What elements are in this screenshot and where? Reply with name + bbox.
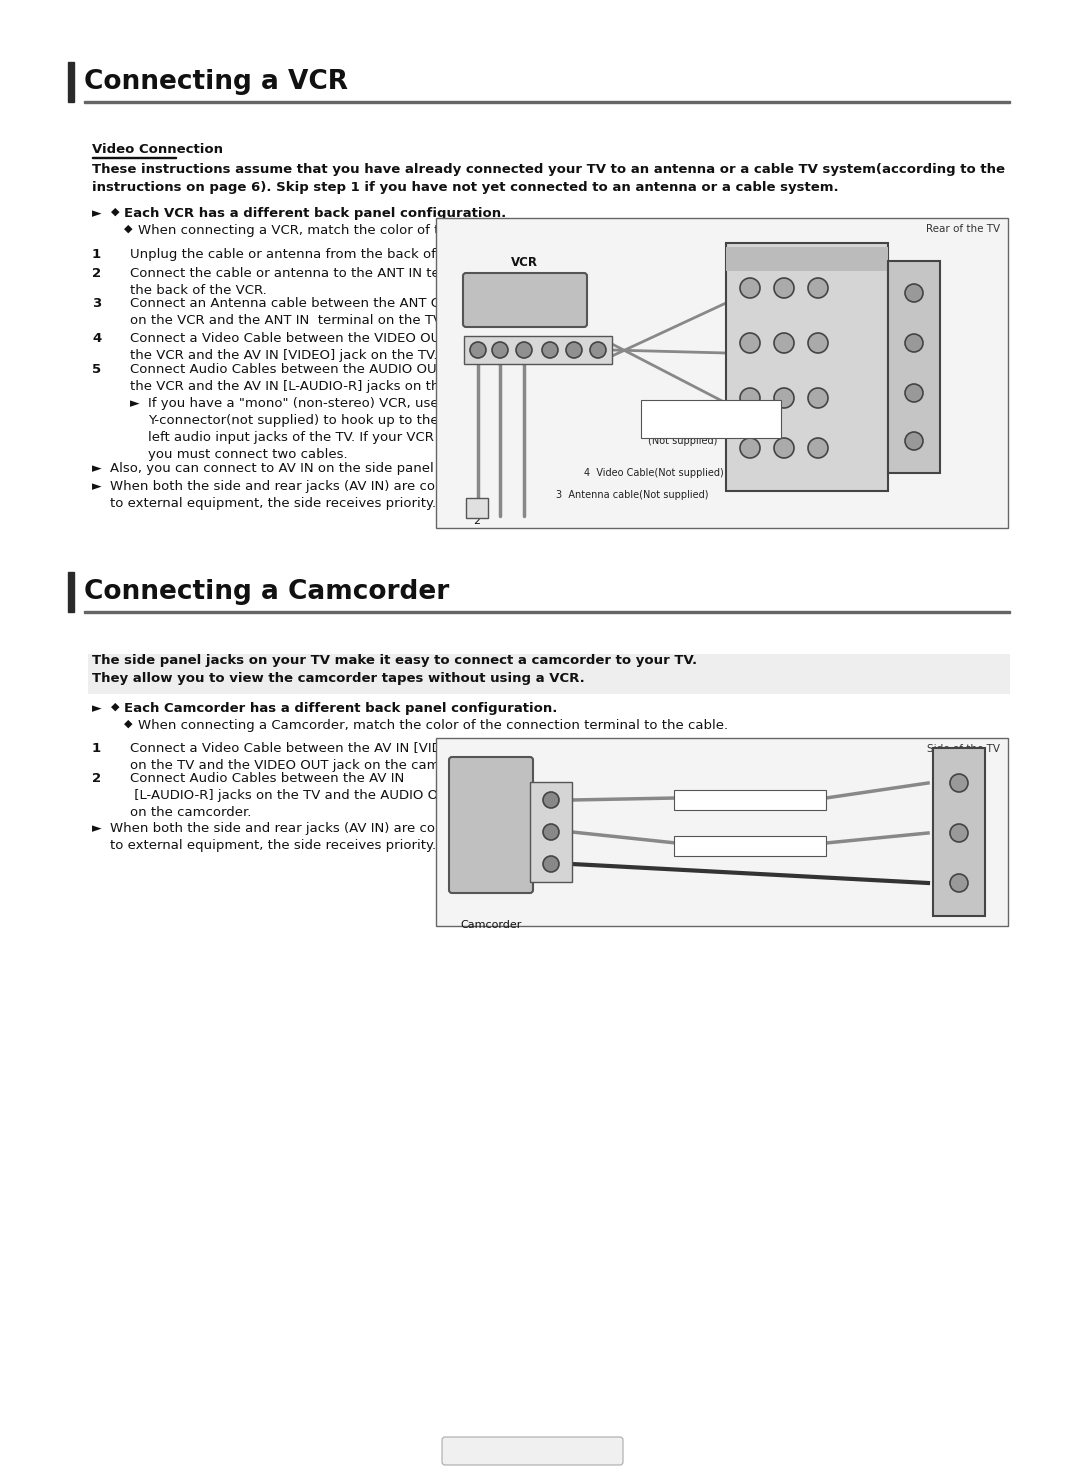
Text: Also, you can connect to AV IN on the side panel of TV.: Also, you can connect to AV IN on the si…: [110, 461, 475, 474]
Text: When both the side and rear jacks (AV IN) are connected
to external equipment, t: When both the side and rear jacks (AV IN…: [110, 823, 489, 852]
Text: Video Connection: Video Connection: [92, 142, 222, 156]
Text: 2  Audio Cable(Not supplied): 2 Audio Cable(Not supplied): [680, 837, 821, 848]
Circle shape: [740, 438, 760, 458]
Text: If you have a "mono" (non-stereo) VCR, use a
Y-connector(not supplied) to hook u: If you have a "mono" (non-stereo) VCR, u…: [148, 397, 503, 461]
Circle shape: [542, 342, 558, 358]
Text: ◆: ◆: [111, 207, 120, 217]
Circle shape: [774, 438, 794, 458]
Bar: [436, 217, 1008, 527]
Text: ►: ►: [130, 397, 139, 410]
Bar: [726, 242, 888, 491]
Text: Connect the cable or antenna to the ANT IN terminal on
the back of the VCR.: Connect the cable or antenna to the ANT …: [130, 267, 503, 297]
Text: ►: ►: [92, 823, 102, 834]
Bar: [726, 247, 888, 270]
Text: 5: 5: [92, 363, 102, 376]
Circle shape: [543, 792, 559, 808]
Text: Rear of the TV: Rear of the TV: [926, 223, 1000, 234]
Text: ►: ►: [92, 480, 102, 494]
Text: 2: 2: [473, 516, 481, 526]
Circle shape: [543, 824, 559, 840]
Text: 3  Antenna cable(Not supplied): 3 Antenna cable(Not supplied): [556, 491, 708, 499]
Text: 1  Video Cable(Not supplied): 1 Video Cable(Not supplied): [680, 792, 820, 802]
Text: ◆: ◆: [124, 718, 133, 729]
Text: 4  Video Cable(Not supplied): 4 Video Cable(Not supplied): [584, 469, 724, 477]
Text: These instructions assume that you have already connected your TV to an antenna : These instructions assume that you have …: [92, 163, 1005, 194]
Text: When connecting a Camcorder, match the color of the connection terminal to the c: When connecting a Camcorder, match the c…: [138, 718, 728, 732]
Text: Unplug the cable or antenna from the back of the TV.: Unplug the cable or antenna from the bac…: [130, 248, 486, 261]
Circle shape: [905, 333, 923, 353]
Bar: [642, 400, 781, 438]
FancyBboxPatch shape: [449, 757, 534, 893]
Bar: [933, 748, 985, 917]
Circle shape: [543, 856, 559, 873]
Circle shape: [808, 438, 828, 458]
Bar: [465, 498, 488, 519]
Text: When connecting a VCR, match the color of the connection terminal to the cable.: When connecting a VCR, match the color o…: [138, 223, 683, 237]
Bar: [68, 62, 75, 101]
Bar: [84, 101, 1010, 103]
Bar: [464, 336, 612, 364]
Circle shape: [950, 774, 968, 792]
Text: ►: ►: [92, 207, 102, 220]
Circle shape: [774, 333, 794, 353]
Text: 4: 4: [92, 332, 102, 345]
Circle shape: [905, 284, 923, 303]
Bar: [674, 836, 826, 856]
Text: 3: 3: [92, 297, 102, 310]
Circle shape: [808, 278, 828, 298]
FancyBboxPatch shape: [442, 1437, 623, 1465]
Circle shape: [774, 388, 794, 408]
Bar: [68, 571, 75, 613]
Text: 1: 1: [92, 248, 102, 261]
Circle shape: [516, 342, 532, 358]
Bar: [84, 611, 1010, 613]
Text: Connect Audio Cables between the AV IN
 [L-AUDIO-R] jacks on the TV and the AUDI: Connect Audio Cables between the AV IN […: [130, 773, 494, 820]
Bar: [888, 261, 940, 473]
Text: Each Camcorder has a different back panel configuration.: Each Camcorder has a different back pane…: [124, 702, 557, 715]
Text: ►: ►: [92, 702, 102, 715]
Text: ◆: ◆: [111, 702, 120, 712]
Circle shape: [470, 342, 486, 358]
Text: Connect a Video Cable between the VIDEO OUT jack on
the VCR and the AV IN [VIDEO: Connect a Video Cable between the VIDEO …: [130, 332, 500, 361]
Text: VCR: VCR: [511, 256, 538, 269]
Circle shape: [950, 874, 968, 892]
Circle shape: [740, 278, 760, 298]
Circle shape: [740, 388, 760, 408]
Text: Connecting a VCR: Connecting a VCR: [84, 69, 348, 95]
Text: 1: 1: [92, 742, 102, 755]
Circle shape: [740, 333, 760, 353]
FancyBboxPatch shape: [463, 273, 588, 328]
Bar: [530, 782, 572, 881]
Text: When both the side and rear jacks (AV IN) are connected
to external equipment, t: When both the side and rear jacks (AV IN…: [110, 480, 489, 510]
Bar: [674, 790, 826, 809]
Text: The side panel jacks on your TV make it easy to connect a camcorder to your TV.
: The side panel jacks on your TV make it …: [92, 654, 697, 685]
Circle shape: [492, 342, 508, 358]
Text: Each VCR has a different back panel configuration.: Each VCR has a different back panel conf…: [124, 207, 507, 220]
Text: 2: 2: [92, 267, 102, 281]
Circle shape: [566, 342, 582, 358]
Text: Connect a Video Cable between the AV IN [VIDEO] jack
on the TV and the VIDEO OUT: Connect a Video Cable between the AV IN …: [130, 742, 497, 773]
Circle shape: [590, 342, 606, 358]
Text: 5  Audio Cable
(Not supplied): 5 Audio Cable (Not supplied): [648, 423, 719, 447]
Bar: [87, 654, 1010, 693]
Circle shape: [950, 824, 968, 842]
Text: ◆: ◆: [124, 223, 133, 234]
Text: Connect an Antenna cable between the ANT OUT terminal
on the VCR and the ANT IN : Connect an Antenna cable between the ANT…: [130, 297, 519, 328]
Circle shape: [774, 278, 794, 298]
Circle shape: [905, 383, 923, 403]
Text: ►: ►: [92, 461, 102, 474]
Text: Camcorder: Camcorder: [460, 920, 522, 930]
Bar: [436, 737, 1008, 925]
Text: Connect Audio Cables between the AUDIO OUT jacks on
the VCR and the AV IN [L-AUD: Connect Audio Cables between the AUDIO O…: [130, 363, 503, 394]
Circle shape: [808, 388, 828, 408]
Circle shape: [808, 333, 828, 353]
Text: Side of the TV: Side of the TV: [927, 743, 1000, 754]
Text: Connecting a Camcorder: Connecting a Camcorder: [84, 579, 449, 605]
Text: 2: 2: [92, 773, 102, 784]
Circle shape: [905, 432, 923, 450]
Text: English - 7: English - 7: [497, 1444, 567, 1457]
